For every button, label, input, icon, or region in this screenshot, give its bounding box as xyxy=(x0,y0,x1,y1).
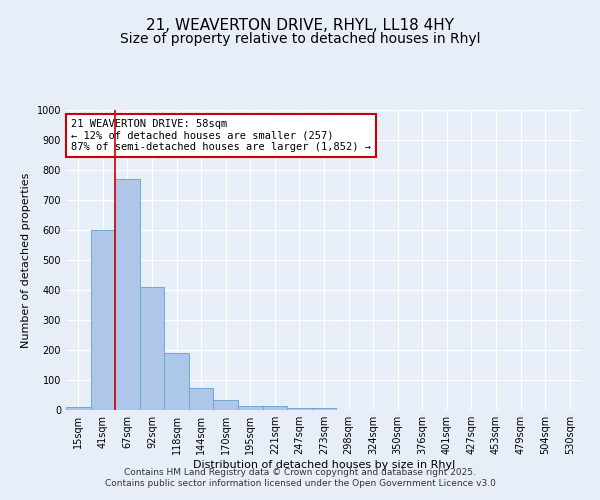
Bar xyxy=(214,400,238,410)
Bar xyxy=(312,408,336,410)
Bar xyxy=(140,287,164,410)
Bar xyxy=(263,406,287,410)
Bar xyxy=(164,353,189,410)
Text: 21 WEAVERTON DRIVE: 58sqm
← 12% of detached houses are smaller (257)
87% of semi: 21 WEAVERTON DRIVE: 58sqm ← 12% of detac… xyxy=(71,119,371,152)
Text: Size of property relative to detached houses in Rhyl: Size of property relative to detached ho… xyxy=(120,32,480,46)
Bar xyxy=(91,230,115,410)
Bar xyxy=(189,388,214,410)
X-axis label: Distribution of detached houses by size in Rhyl: Distribution of detached houses by size … xyxy=(193,460,455,470)
Text: 21, WEAVERTON DRIVE, RHYL, LL18 4HY: 21, WEAVERTON DRIVE, RHYL, LL18 4HY xyxy=(146,18,454,32)
Bar xyxy=(115,179,140,410)
Bar xyxy=(238,406,263,410)
Text: Contains HM Land Registry data © Crown copyright and database right 2025.
Contai: Contains HM Land Registry data © Crown c… xyxy=(104,468,496,487)
Y-axis label: Number of detached properties: Number of detached properties xyxy=(21,172,31,348)
Bar xyxy=(287,408,312,410)
Bar xyxy=(66,407,91,410)
